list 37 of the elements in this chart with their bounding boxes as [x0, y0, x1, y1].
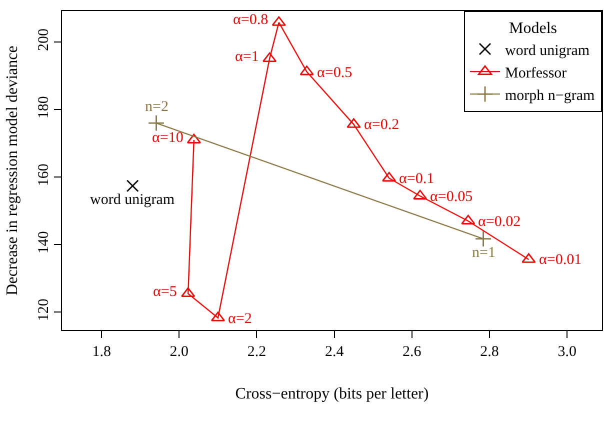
- legend-label: morph n−gram: [505, 88, 596, 104]
- annotation: α=0.5: [317, 65, 352, 81]
- x-axis-title: Cross−entropy (bits per letter): [235, 386, 429, 403]
- legend-title: Models: [509, 20, 557, 37]
- y-tick-label: 140: [36, 231, 52, 254]
- x-tick-label: 2.6: [402, 344, 422, 360]
- annotation: n=2: [145, 99, 168, 115]
- annotation: α=0.02: [478, 214, 521, 230]
- annotation: word unigram: [90, 192, 175, 208]
- y-tick-label: 200: [36, 28, 52, 52]
- x-tick-label: 1.8: [92, 344, 111, 360]
- x-tick-label: 2.8: [480, 344, 499, 360]
- y-axis-title: Decrease in regression model deviance: [4, 46, 21, 296]
- x-tick-label: 2.4: [324, 344, 344, 360]
- point: [148, 114, 165, 132]
- annotation: α=1: [235, 49, 259, 65]
- x-tick-label: 2.0: [170, 344, 189, 360]
- x-tick-label: 2.2: [247, 344, 266, 360]
- annotation: α=0.2: [364, 117, 400, 133]
- point: [262, 52, 277, 62]
- y-tick-label: 160: [36, 164, 52, 186]
- annotation: n=1: [472, 245, 496, 261]
- point: [474, 230, 492, 248]
- annotation: α=0.01: [539, 252, 582, 268]
- annotation: α=5: [153, 284, 177, 300]
- annotation: α=10: [152, 130, 184, 146]
- point: [126, 180, 139, 192]
- annotation: α=0.8: [233, 12, 268, 28]
- annotation: α=2: [228, 311, 252, 327]
- x-tick-label: 3.0: [558, 344, 576, 360]
- y-tick-label: 120: [36, 298, 52, 322]
- y-tick-label: 180: [36, 96, 52, 119]
- point: [382, 172, 396, 182]
- annotation: α=0.1: [399, 171, 434, 187]
- legend-label: word unigram: [505, 42, 590, 59]
- legend-label: Morfessor: [505, 65, 567, 82]
- annotation: α=0.05: [430, 189, 473, 205]
